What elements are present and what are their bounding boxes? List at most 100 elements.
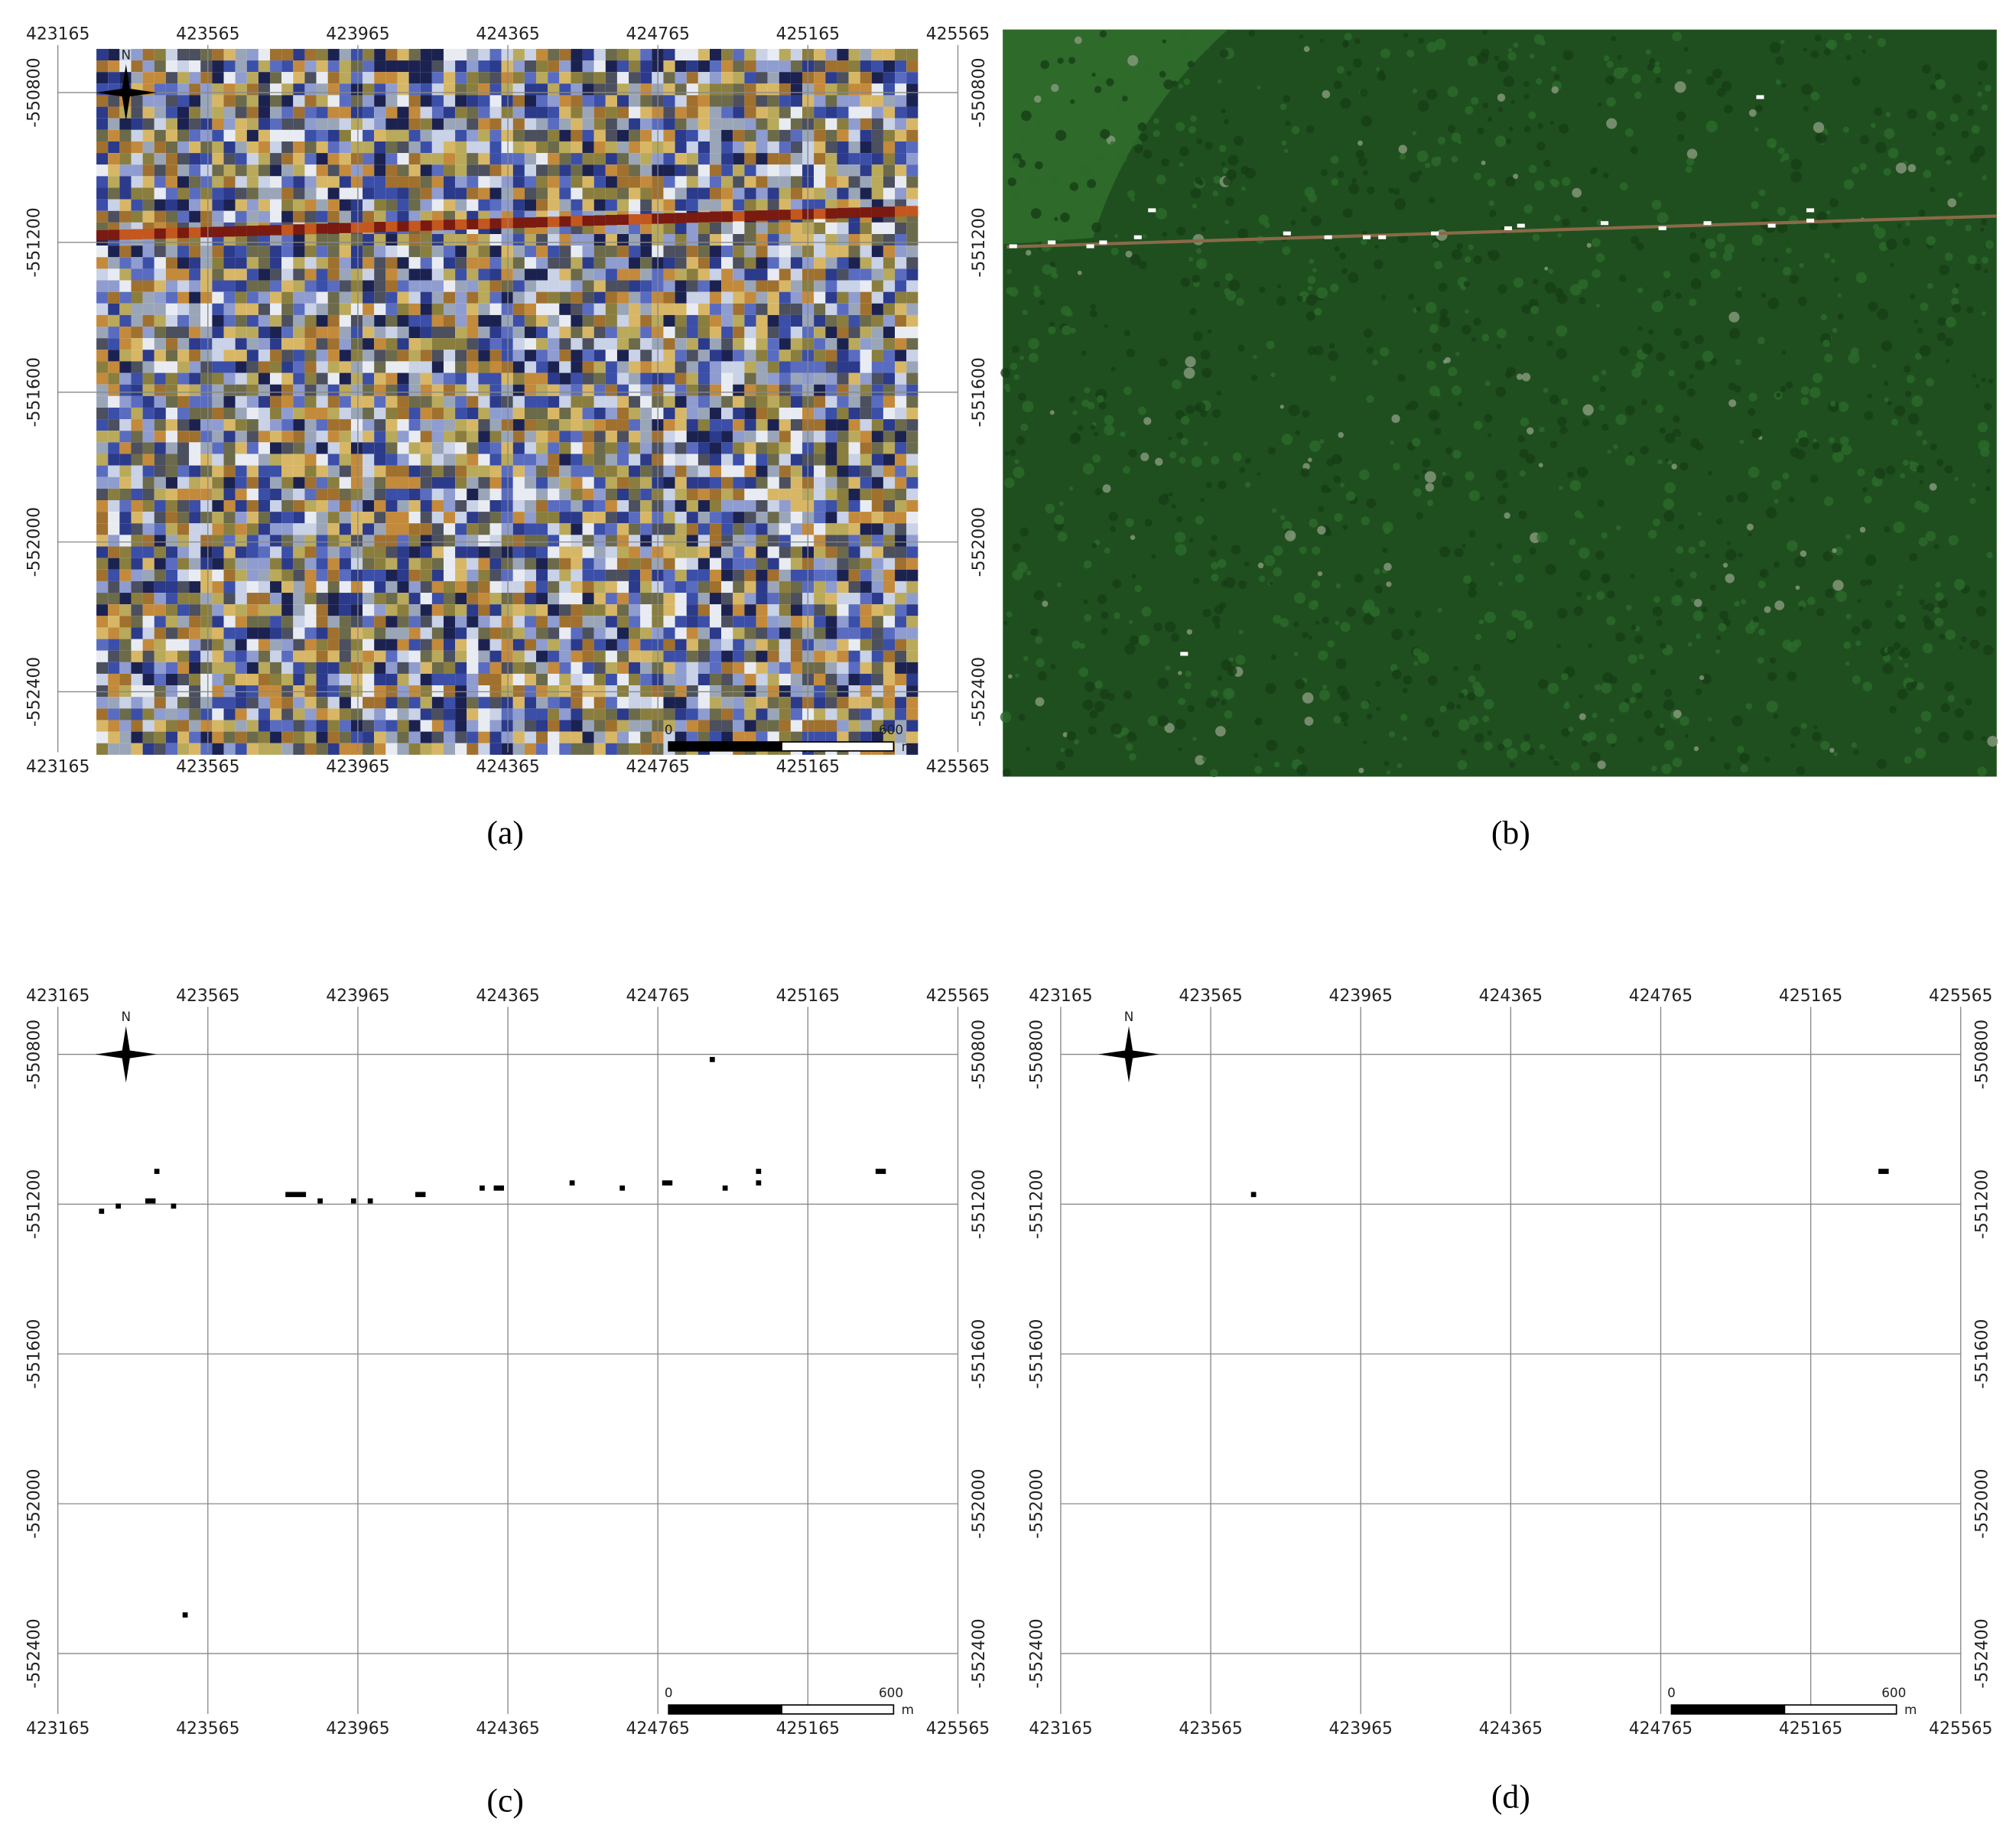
pixel xyxy=(177,720,190,732)
pixel xyxy=(686,627,698,639)
pixel xyxy=(848,372,860,385)
canopy xyxy=(1228,279,1240,291)
pixel xyxy=(304,407,317,420)
pixel xyxy=(327,499,340,512)
pixel xyxy=(536,627,548,639)
pixel xyxy=(895,327,907,339)
pixel xyxy=(420,569,432,581)
pixel xyxy=(281,523,294,535)
canopy xyxy=(1532,278,1539,285)
pixel xyxy=(629,187,641,200)
pixel xyxy=(96,639,109,651)
pixel xyxy=(200,60,213,73)
pixel xyxy=(616,327,629,339)
pixel xyxy=(374,234,386,246)
pixel xyxy=(96,569,109,581)
pixel xyxy=(467,442,479,454)
pixel xyxy=(431,350,444,362)
pixel xyxy=(431,384,444,396)
pixel xyxy=(871,673,883,686)
pixel xyxy=(629,616,641,628)
pixel xyxy=(756,95,768,107)
pixel xyxy=(489,384,502,396)
canopy xyxy=(1348,183,1360,194)
pixel xyxy=(467,535,479,547)
pixel xyxy=(548,512,560,524)
pixel xyxy=(871,291,883,304)
canopy xyxy=(1221,108,1226,114)
pixel xyxy=(548,246,560,258)
pixel xyxy=(536,95,548,107)
pixel xyxy=(154,291,166,304)
pixel xyxy=(374,476,386,489)
pixel xyxy=(443,350,456,362)
pixel xyxy=(119,419,132,431)
pixel xyxy=(895,569,907,581)
pixel xyxy=(281,83,294,96)
pixel xyxy=(96,488,109,500)
pixel xyxy=(223,372,236,385)
canopy xyxy=(1293,652,1299,656)
pixel xyxy=(108,535,120,547)
pixel xyxy=(814,720,826,732)
pixel xyxy=(709,697,722,709)
pixel xyxy=(709,187,722,200)
pixel xyxy=(270,257,282,269)
pixel xyxy=(721,83,733,96)
pixel xyxy=(467,199,479,211)
pixel xyxy=(327,210,340,223)
canopy xyxy=(1782,153,1790,161)
pixel xyxy=(686,60,698,73)
pixel xyxy=(571,419,583,431)
pixel xyxy=(258,708,271,720)
road-pixel xyxy=(374,222,386,233)
pixel xyxy=(733,314,745,327)
pixel xyxy=(883,673,896,686)
pixel xyxy=(848,499,860,512)
pixel xyxy=(467,280,479,292)
pixel xyxy=(640,395,652,408)
pixel xyxy=(327,291,340,304)
pixel xyxy=(223,558,236,570)
pixel xyxy=(327,407,340,420)
pixel xyxy=(270,164,282,177)
pixel xyxy=(790,720,803,732)
canopy xyxy=(1331,178,1339,186)
pixel xyxy=(790,593,803,605)
pixel xyxy=(131,153,143,165)
canopy xyxy=(1475,633,1482,640)
pixel xyxy=(235,581,247,594)
pixel xyxy=(258,246,271,258)
pixel xyxy=(512,407,525,420)
pixel xyxy=(293,234,305,246)
canopy xyxy=(1311,580,1321,589)
pixel xyxy=(119,512,132,524)
pixel xyxy=(246,338,259,350)
pixel xyxy=(686,454,698,466)
pixel xyxy=(177,419,190,431)
pixel xyxy=(154,454,166,466)
pixel xyxy=(559,291,571,304)
pixel xyxy=(200,476,213,489)
pixel xyxy=(489,499,502,512)
pixel xyxy=(420,210,432,223)
pixel xyxy=(397,431,409,443)
pixel xyxy=(593,60,606,73)
pixel xyxy=(512,650,525,662)
pixel xyxy=(883,627,896,639)
pixel xyxy=(489,350,502,362)
pixel xyxy=(616,512,629,524)
pixel xyxy=(350,268,363,281)
pixel xyxy=(605,327,617,339)
pixel xyxy=(385,720,398,732)
canopy xyxy=(1403,32,1409,38)
canopy xyxy=(1465,309,1469,314)
pixel xyxy=(721,431,733,443)
pixel xyxy=(96,303,109,315)
pixel xyxy=(744,476,756,489)
pixel xyxy=(119,176,132,188)
road-pixel xyxy=(825,208,837,219)
pixel xyxy=(455,83,467,96)
pixel xyxy=(374,512,386,524)
pixel xyxy=(697,291,710,304)
